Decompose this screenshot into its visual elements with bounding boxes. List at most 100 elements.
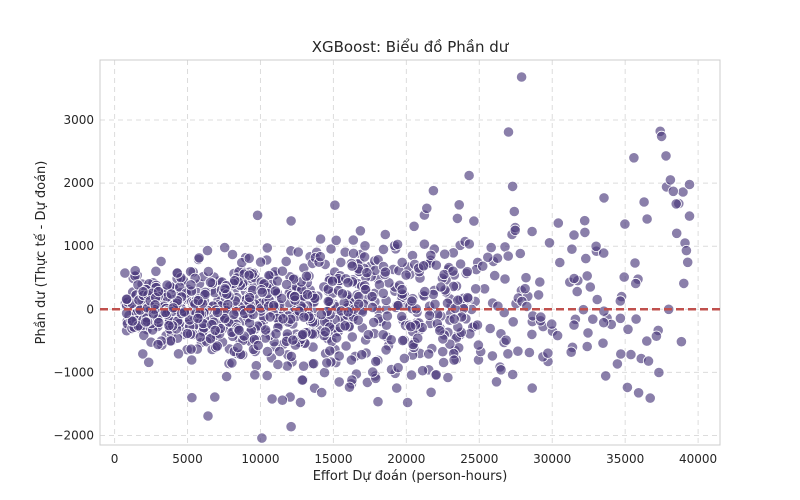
scatter-point: [261, 345, 274, 358]
scatter-point: [468, 215, 480, 227]
scatter-point: [423, 309, 436, 321]
scatter-point: [598, 317, 610, 329]
scatter-point: [629, 257, 641, 269]
scatter-point: [683, 178, 696, 191]
scatter-point: [554, 256, 566, 269]
scatter-point: [186, 354, 198, 366]
scatter-point: [630, 277, 642, 290]
scatter-point: [568, 272, 580, 285]
scatter-point: [491, 252, 504, 264]
scatter-point: [380, 319, 393, 331]
scatter-point: [484, 322, 496, 335]
scatter-point: [252, 209, 264, 221]
y-axis-label: Phần dư (Thực tế - Dự đoán): [34, 161, 49, 345]
scatter-point: [509, 224, 521, 236]
scatter-point: [318, 366, 331, 379]
scatter-point: [232, 342, 244, 354]
scatter-point: [361, 267, 373, 279]
scatter-point: [256, 432, 268, 444]
scatter-point: [568, 319, 580, 331]
scatter-point: [138, 329, 150, 341]
scatter-point: [499, 273, 511, 285]
scatter-point: [515, 71, 528, 83]
scatter-point: [152, 285, 165, 298]
chart-title: XGBoost: Biểu đồ Phần dư: [312, 38, 510, 56]
scatter-point: [581, 340, 593, 353]
scatter-point: [255, 256, 267, 268]
scatter-point: [406, 295, 418, 307]
scatter-point: [297, 328, 309, 340]
scatter-point: [452, 294, 464, 306]
scatter-point: [202, 410, 214, 422]
scatter-point: [625, 348, 637, 361]
scatter-point: [598, 247, 610, 259]
x-tick-label: 20000: [387, 452, 425, 466]
scatter-point: [454, 258, 467, 270]
x-axis-label: Effort Dự đoán (person-hours): [313, 469, 508, 484]
scatter-point: [140, 316, 152, 328]
scatter-point: [233, 324, 245, 336]
scatter-point: [185, 343, 197, 355]
scatter-point: [270, 328, 282, 340]
scatter-point: [642, 355, 655, 367]
scatter-point: [226, 357, 238, 369]
scatter-point: [346, 331, 358, 343]
scatter-point: [379, 266, 391, 278]
scatter-point: [439, 248, 451, 260]
scatter-point: [285, 421, 297, 433]
scatter-point: [653, 366, 665, 379]
scatter-point: [261, 369, 273, 382]
scatter-point: [435, 281, 447, 293]
scatter-point: [568, 229, 580, 241]
scatter-point: [150, 265, 162, 277]
scatter-point: [366, 290, 378, 303]
y-tick-label: 3000: [63, 113, 94, 127]
scatter-point: [244, 291, 256, 304]
scatter-point: [301, 288, 314, 301]
scatter-point: [165, 335, 177, 347]
scatter-point: [330, 234, 342, 246]
scatter-point: [615, 348, 627, 360]
scatter-point: [579, 226, 591, 238]
scatter-point: [280, 278, 293, 291]
scatter-point: [201, 245, 214, 257]
scatter-point: [500, 334, 512, 346]
scatter-point: [520, 272, 532, 284]
scatter-point: [580, 253, 592, 265]
scatter-point: [551, 329, 564, 342]
scatter-point: [321, 357, 333, 369]
scatter-point: [272, 358, 284, 371]
scatter-point: [396, 283, 408, 296]
scatter-point: [448, 354, 460, 366]
scatter-point: [209, 391, 221, 403]
scatter-point: [419, 285, 431, 298]
scatter-point: [297, 360, 310, 372]
x-tick-label: 40000: [679, 452, 717, 466]
scatter-point: [506, 180, 519, 192]
scatter-point: [315, 309, 327, 321]
scatter-point: [186, 392, 198, 404]
scatter-point: [630, 313, 642, 325]
scatter-point: [417, 260, 430, 272]
scatter-point: [490, 376, 503, 388]
scatter-point: [398, 352, 410, 364]
scatter-point: [193, 252, 205, 264]
scatter-point: [266, 393, 278, 405]
scatter-point: [329, 199, 341, 211]
x-tick-label: 25000: [460, 452, 498, 466]
scatter-point: [330, 332, 343, 344]
scatter-point: [650, 330, 663, 342]
scatter-point: [229, 275, 241, 287]
scatter-point: [219, 282, 231, 295]
scatter-point: [463, 169, 475, 182]
scatter-point: [292, 246, 304, 258]
scatter-point: [322, 295, 334, 307]
scatter-point: [565, 346, 577, 358]
scatter-point: [343, 381, 356, 393]
scatter-point: [172, 348, 185, 360]
scatter-point: [502, 126, 515, 138]
scatter-point: [392, 362, 404, 374]
scatter-point: [137, 286, 149, 298]
scatter-point: [660, 150, 672, 162]
scatter-point: [342, 277, 354, 289]
